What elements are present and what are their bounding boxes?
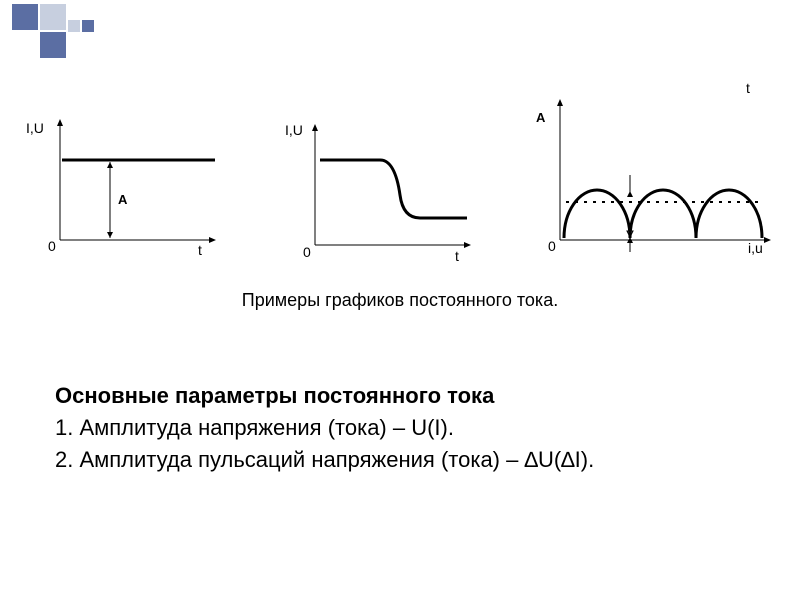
- delta-2: ∆: [561, 447, 574, 472]
- line2-part-b: U(: [538, 447, 561, 472]
- section-title: Основные параметры постоянного тока: [55, 380, 735, 412]
- chart1-origin: 0: [48, 238, 56, 254]
- line2-part-a: 2. Амплитуда пульсаций напряжения (тока)…: [55, 447, 524, 472]
- figure-caption: Примеры графиков постоянного тока.: [0, 290, 800, 311]
- chart1-x-label: t: [198, 242, 202, 258]
- chart3-amplitude-label: A: [536, 110, 545, 125]
- chart2-origin: 0: [303, 244, 311, 260]
- line2-part-c: I).: [575, 447, 595, 472]
- chart3-top-label: t: [746, 80, 750, 96]
- chart3-origin: 0: [548, 238, 556, 254]
- param-line-2: 2. Амплитуда пульсаций напряжения (тока)…: [55, 444, 735, 476]
- chart1-amplitude-label: A: [118, 192, 127, 207]
- charts-row: I,U 0 t A I,U 0 t: [20, 80, 780, 260]
- chart-3: t 0 i,u A: [530, 80, 780, 260]
- delta-1: ∆: [524, 447, 537, 472]
- chart3-right-label: i,u: [748, 240, 763, 256]
- chart-1: I,U 0 t A: [20, 100, 220, 260]
- chart1-y-label: I,U: [26, 120, 44, 136]
- chart2-y-label: I,U: [285, 122, 303, 138]
- chart2-x-label: t: [455, 248, 459, 264]
- corner-decoration: [0, 0, 120, 60]
- param-line-1: 1. Амплитуда напряжения (тока) – U(I).: [55, 412, 735, 444]
- chart-2: I,U 0 t: [275, 100, 475, 260]
- main-text: Основные параметры постоянного тока 1. А…: [55, 380, 735, 476]
